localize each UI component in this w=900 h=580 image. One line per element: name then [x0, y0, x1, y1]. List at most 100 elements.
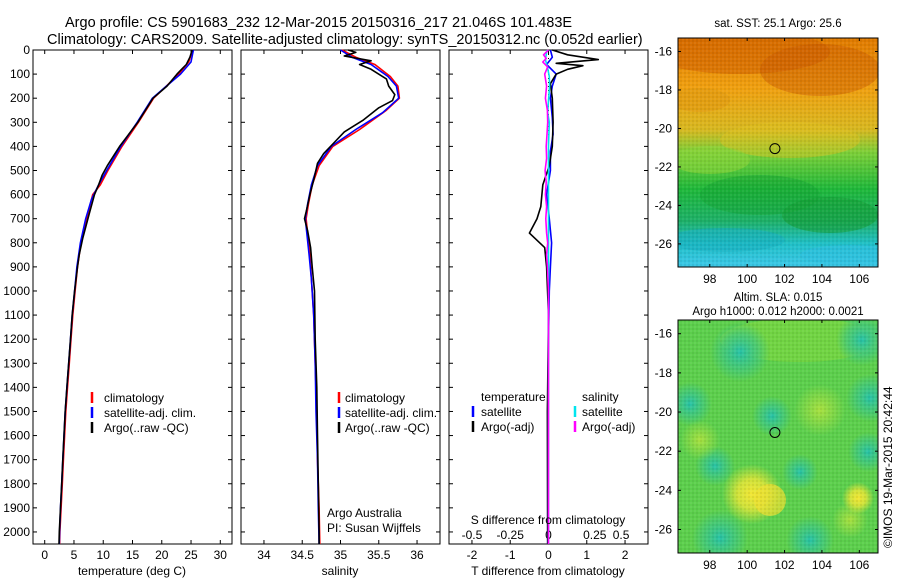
sla-map-frame	[677, 319, 879, 554]
salinity-axes-frame	[240, 49, 441, 545]
salinity-panel: 34 34.5 35 35.5 36 salinity climatology sate…	[240, 49, 441, 578]
map-lat-label: -24	[655, 198, 673, 212]
salinity-xlabel: salinity	[322, 564, 359, 578]
legend-argo: Argo(..raw -QC)	[345, 421, 430, 435]
imos-timestamp: ©IMOS 19-Mar-2015 20:42:44	[881, 386, 895, 548]
sla-map-panel: Altim. SLA: 0.015 Argo h1000: 0.012 h200…	[655, 292, 879, 572]
map-lat-label: -18	[655, 366, 673, 380]
depth-tick-label: 800	[10, 236, 30, 250]
x-tick-label: 35	[334, 548, 348, 562]
depth-tick-labels: 0 100 200 300 400 500 600 700 800 900 1000 1100 1200…	[3, 43, 30, 539]
x-tick-label: 2	[622, 548, 629, 562]
temperature-legend: climatology satellite-adj. clim. Argo(..…	[90, 391, 196, 435]
depth-tick-label: 1100	[4, 308, 30, 322]
legend-satellite: satellite-adj. clim.	[104, 406, 196, 420]
x-tick-label: 20	[155, 548, 169, 562]
salinity-tick-labels: 34 34.5 35 35.5 36	[241, 49, 440, 562]
legend-argo: Argo(..raw -QC)	[104, 421, 189, 435]
depth-tick-label: 1000	[3, 284, 30, 298]
map-lat-label: -20	[655, 121, 673, 135]
depth-tick-label: 600	[10, 188, 30, 202]
depth-tick-label: 1300	[3, 356, 30, 370]
temperature-series	[58, 49, 195, 545]
x-tick-label: 36	[410, 548, 424, 562]
x-tick-label: 5	[71, 548, 78, 562]
temperature-panel: 0100200300400500600700800900100011001200…	[3, 43, 233, 578]
map-lat-label: -18	[655, 83, 673, 97]
map-lat-label: -24	[655, 483, 673, 497]
x-tick-label: 15	[126, 548, 140, 562]
map-lon-label: 100	[737, 272, 757, 286]
sst-heatmap-field	[678, 38, 878, 267]
sla-map-title: Altim. SLA: 0.015	[734, 292, 823, 304]
sst-map-ticks: 98 100 102 104 106 -16 -18 -20 -22 -24 -26	[655, 38, 878, 286]
map-lon-label: 106	[849, 272, 869, 286]
map-lat-label: -16	[655, 327, 673, 341]
depth-tick-label: 1900	[3, 501, 30, 515]
depth-tick-label: 700	[10, 212, 30, 226]
series-line-2	[303, 49, 396, 544]
legend-climatology: climatology	[104, 391, 164, 405]
map-lat-label: -22	[655, 160, 673, 174]
depth-tick-label: 1800	[3, 477, 30, 491]
depth-tick-label: 500	[10, 163, 30, 177]
salinity-series	[303, 49, 401, 545]
map-lon-label: 102	[775, 558, 795, 572]
header-line1: Argo profile: CS 5901683_232 12-Mar-2015…	[65, 15, 572, 31]
argo-float-marker	[769, 143, 781, 155]
sst-map-panel: sat. SST: 25.1 Argo: 25.6 98 100 102 104 106…	[655, 18, 879, 286]
x-tick-label: 1	[583, 548, 590, 562]
depth-tick-label: 2000	[3, 525, 30, 539]
x-tick-label: 30	[214, 548, 228, 562]
x-tick-label: 0	[545, 548, 552, 562]
map-lon-label: 98	[703, 272, 717, 286]
difference-series	[528, 49, 600, 545]
depth-tick-label: 100	[10, 67, 30, 81]
difference-panel: -2 -1 0 1 2 -0.5 -0.25 0 0.25 0.5 T difference f…	[448, 49, 649, 578]
legend-temperature-title: temperature	[481, 390, 546, 404]
x-tick-label: -2	[467, 548, 478, 562]
x-tick-label: 35.5	[367, 548, 391, 562]
depth-tick-label: 900	[10, 260, 30, 274]
series-line-2	[58, 49, 193, 545]
x-tick-label: 34.5	[291, 548, 315, 562]
depth-tick-label: 400	[10, 139, 30, 153]
legend-s-argo: Argo(-adj)	[582, 420, 635, 434]
x-tick-label: -1	[505, 548, 516, 562]
salinity-legend: climatology satellite-adj. clim. Argo(..…	[337, 391, 437, 435]
x-tick-label: 0	[41, 548, 48, 562]
legend-satellite: satellite-adj. clim.	[345, 406, 437, 420]
series-line-3	[541, 49, 550, 544]
legend-s-satellite: satellite	[582, 405, 623, 419]
header-line2: Climatology: CARS2009. Satellite-adjuste…	[47, 32, 643, 48]
legend-t-argo: Argo(-adj)	[481, 420, 534, 434]
map-lon-label: 104	[812, 558, 832, 572]
temperature-xlabel: temperature (deg C)	[78, 564, 186, 578]
argo-float-marker	[769, 427, 781, 438]
legend-climatology: climatology	[345, 391, 405, 405]
sst-map-title: sat. SST: 25.1 Argo: 25.6	[714, 18, 841, 30]
depth-tick-label: 1500	[3, 404, 30, 418]
s-tick-label: 0.25	[583, 528, 607, 542]
sla-heatmap-field	[678, 320, 878, 553]
s-tick-label: 0.5	[613, 528, 630, 542]
difference-legend: temperature salinity satellite Argo(-adj…	[471, 390, 635, 434]
series-line-1	[528, 49, 600, 545]
map-lon-label: 106	[849, 558, 869, 572]
legend-salinity-title: salinity	[582, 390, 619, 404]
x-tick-label: 10	[97, 548, 111, 562]
x-tick-label: 25	[184, 548, 198, 562]
temperature-tick-labels: 0 5 10 15 20 25 30	[33, 49, 232, 562]
map-lat-label: -26	[655, 523, 673, 537]
depth-tick-label: 1700	[3, 453, 30, 467]
map-lat-label: -22	[655, 444, 673, 458]
x-tick-label: 34	[257, 548, 271, 562]
sla-map-subtitle: Argo h1000: 0.012 h2000: 0.0021	[692, 306, 863, 318]
depth-tick-label: 300	[10, 115, 30, 129]
map-lon-label: 102	[775, 272, 795, 286]
depth-tick-label: 1400	[3, 380, 30, 394]
sst-map-frame	[677, 37, 879, 268]
map-lat-label: -16	[655, 44, 673, 58]
s-difference-xlabel: S difference from climatology	[471, 513, 626, 527]
